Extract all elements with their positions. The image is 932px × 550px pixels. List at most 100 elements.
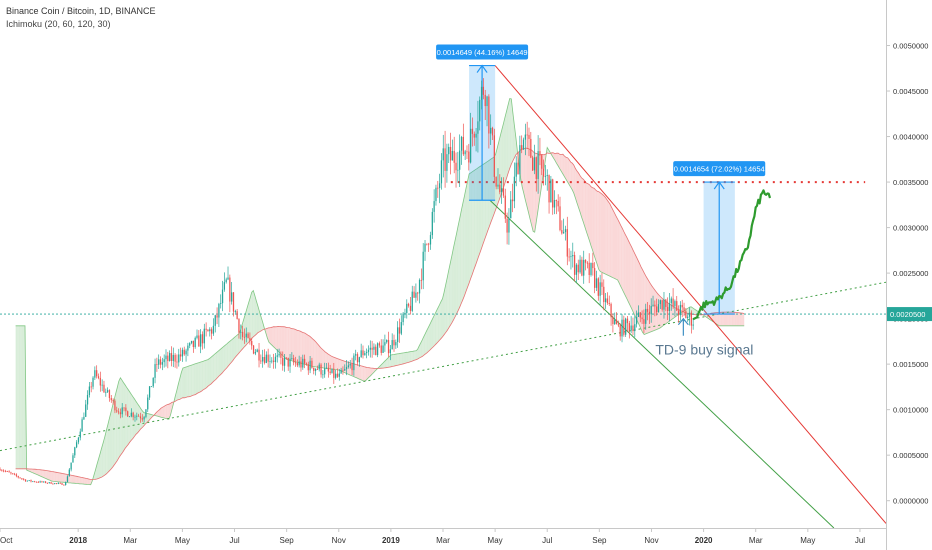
candle-body <box>499 184 501 193</box>
candle-body <box>641 317 643 320</box>
kumo-segment <box>281 326 283 356</box>
candle-body <box>557 201 559 207</box>
kumo-segment <box>350 362 352 376</box>
kumo-segment <box>530 149 532 226</box>
candle-body <box>648 311 651 315</box>
candle-body <box>564 229 567 233</box>
candle-body <box>510 199 512 219</box>
kumo-segment <box>373 368 376 373</box>
kumo-segment <box>181 368 183 399</box>
plot-area: 0.0014649 (44.16%) 14649 0.0014654 (72.02… <box>0 44 886 528</box>
kumo-segment <box>415 349 418 360</box>
candle-body <box>449 146 452 161</box>
kumo-segment <box>192 364 194 396</box>
candle-body <box>28 480 30 481</box>
kumo-segment <box>526 148 529 213</box>
candle-body <box>241 331 244 337</box>
kumo-segment <box>279 326 282 355</box>
kumo-segment <box>625 234 627 300</box>
kumo-segment <box>71 475 74 484</box>
kumo-segment <box>200 361 202 393</box>
kumo-segment <box>218 349 221 377</box>
measure-1-label-box <box>436 44 529 60</box>
kumo-segment <box>312 338 315 367</box>
kumo-segment <box>106 424 108 474</box>
kumo-segment <box>251 290 254 339</box>
candle-body <box>121 407 123 415</box>
kumo-segment <box>257 306 260 333</box>
kumo-segment <box>633 250 635 316</box>
candle-body <box>424 243 426 252</box>
kumo-segment <box>100 448 102 478</box>
y-tick-label: 0.0000000 <box>893 497 928 506</box>
x-tick-label: Sep <box>592 536 607 545</box>
kumo-segment <box>442 292 445 337</box>
kumo-segment <box>326 353 329 369</box>
candle-body <box>502 188 505 196</box>
kumo-segment <box>226 342 229 369</box>
candle-body <box>665 299 667 307</box>
candle-body <box>263 356 266 363</box>
candle-body <box>79 431 81 438</box>
candle-body <box>581 259 583 276</box>
kumo-segment <box>111 405 113 470</box>
candle-body <box>497 184 499 187</box>
x-tick-label: Mar <box>123 536 137 545</box>
kumo-segment <box>85 478 88 485</box>
candle-body <box>579 259 581 273</box>
kumo-segment <box>253 290 255 337</box>
candle-body <box>85 404 87 417</box>
candle-body <box>367 349 370 353</box>
candle-body <box>231 292 233 302</box>
candle-body <box>455 162 457 171</box>
candle-body <box>305 363 308 365</box>
kumo-segment <box>89 479 91 485</box>
x-tick-label: Mar <box>749 536 763 545</box>
kumo-segment <box>115 387 118 463</box>
kumo-segment <box>87 478 90 485</box>
candle-body <box>603 286 605 303</box>
x-tick-label: May <box>175 536 190 545</box>
kumo-segment <box>129 391 132 443</box>
kumo-segment <box>121 380 124 454</box>
candle-body <box>252 345 255 354</box>
x-tick-label: Jul <box>229 536 239 545</box>
kumo-segment <box>436 308 438 344</box>
candle-body <box>433 201 435 212</box>
kumo-segment <box>426 327 429 353</box>
candle-body <box>573 255 576 275</box>
candle-body <box>322 374 324 376</box>
candle-body <box>471 128 474 134</box>
kumo-segment <box>140 408 143 429</box>
candle-body <box>13 473 16 475</box>
candle-body <box>426 243 428 245</box>
candle-body <box>583 259 585 276</box>
candle-body <box>39 481 41 483</box>
kumo-segment <box>656 292 659 330</box>
kumo-segment <box>461 203 463 304</box>
kumo-segment <box>62 473 65 483</box>
kumo-segment <box>282 326 285 358</box>
x-tick-label: Jul <box>542 536 552 545</box>
candle-body <box>617 324 620 326</box>
kumo-segment <box>505 110 507 183</box>
candle-body <box>464 151 466 155</box>
kumo-segment <box>370 367 373 376</box>
candle-body <box>172 354 174 361</box>
kumo-segment <box>53 471 55 482</box>
candle-body <box>300 361 302 368</box>
candle-body <box>535 157 537 179</box>
candle-body <box>333 368 335 378</box>
candle-body <box>258 349 260 361</box>
candle-body <box>378 343 381 346</box>
candle-body <box>628 323 630 331</box>
candle-body <box>362 350 364 356</box>
candle-body <box>440 160 443 184</box>
ascending-support-line <box>0 281 886 452</box>
kumo-segment <box>672 305 674 320</box>
kumo-segment <box>419 343 421 359</box>
y-tick-label: 0.0015000 <box>893 360 928 369</box>
candle-body <box>637 312 640 318</box>
kumo-segment <box>714 312 717 324</box>
